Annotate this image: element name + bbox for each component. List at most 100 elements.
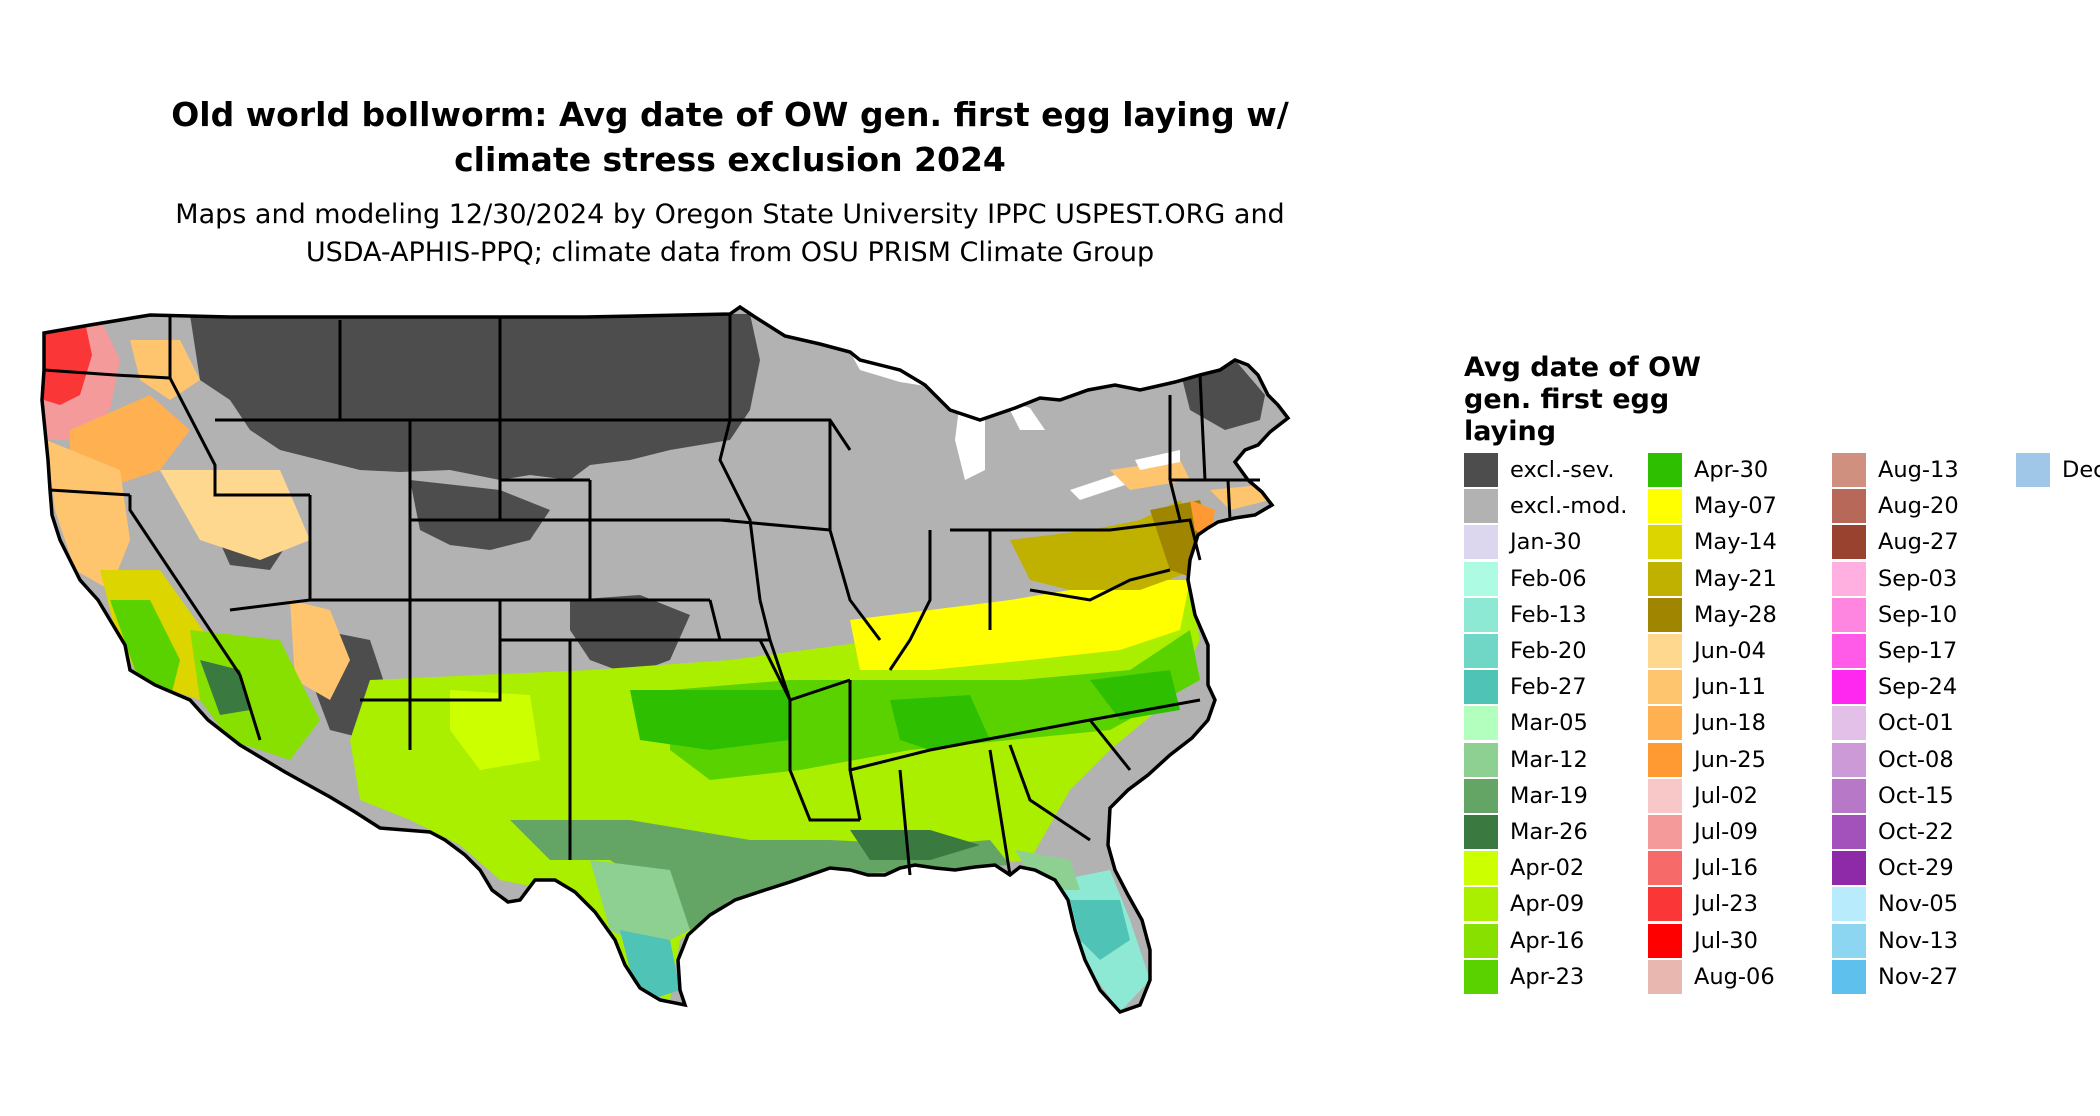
legend-swatch xyxy=(2016,453,2050,487)
map-subtitle: Maps and modeling 12/30/2024 by Oregon S… xyxy=(40,196,1420,272)
legend-swatch xyxy=(1832,815,1866,849)
legend-item: Feb-20 xyxy=(1464,633,1644,669)
legend-swatch xyxy=(1832,525,1866,560)
legend-item: Jun-04 xyxy=(1648,633,1828,669)
legend-item: May-21 xyxy=(1648,561,1828,597)
legend-label: Oct-01 xyxy=(1878,710,1954,737)
legend-label: Aug-13 xyxy=(1878,457,1959,483)
legend-swatch xyxy=(1648,561,1682,596)
legend-label: Mar-05 xyxy=(1510,710,1588,737)
legend-item: Oct-08 xyxy=(1832,742,2012,778)
legend-title: Avg date of OW gen. first egg laying xyxy=(1464,352,1764,448)
legend-swatch xyxy=(1648,525,1682,560)
legend-item: Apr-23 xyxy=(1464,959,1644,995)
legend-item: Jun-25 xyxy=(1648,742,1828,778)
legend-swatch xyxy=(1464,706,1498,741)
legend-item: Sep-17 xyxy=(1832,633,2012,669)
legend-item: Feb-27 xyxy=(1464,669,1644,705)
legend-swatch xyxy=(1648,778,1682,813)
legend-swatch xyxy=(1648,959,1682,994)
map-title: Old world bollworm: Avg date of OW gen. … xyxy=(40,92,1420,182)
legend-item: Mar-12 xyxy=(1464,742,1644,778)
us-map xyxy=(40,305,1290,1014)
legend-swatch xyxy=(1832,851,1866,886)
legend-title-line-2: gen. first egg xyxy=(1464,384,1670,415)
legend-item: Sep-10 xyxy=(1832,597,2012,633)
legend-swatch xyxy=(1648,887,1682,922)
legend-label: Jul-16 xyxy=(1694,855,1758,882)
legend-swatch xyxy=(1832,561,1866,596)
legend-item: Jun-18 xyxy=(1648,705,1828,741)
legend-item: May-28 xyxy=(1648,597,1828,633)
legend-item: excl.-mod. xyxy=(1464,488,1644,524)
legend-swatch xyxy=(1464,887,1498,922)
legend-item: Jul-30 xyxy=(1648,923,1828,959)
legend-item: Jul-09 xyxy=(1648,814,1828,850)
legend-label: Apr-16 xyxy=(1510,927,1585,954)
legend-label: Jan-30 xyxy=(1510,529,1582,556)
legend-item: Oct-01 xyxy=(1832,705,2012,741)
legend-swatch xyxy=(1832,706,1866,741)
legend-item: Nov-13 xyxy=(1832,923,2012,959)
legend-item: Dec-20 xyxy=(2016,452,2100,488)
legend-item: Oct-15 xyxy=(1832,778,2012,814)
legend-label: Aug-06 xyxy=(1694,963,1775,990)
legend-item: Apr-02 xyxy=(1464,850,1644,886)
legend-swatch xyxy=(1648,670,1682,705)
legend-label: Sep-24 xyxy=(1878,674,1958,701)
legend-swatch xyxy=(1648,815,1682,849)
legend-label: Feb-13 xyxy=(1510,601,1587,628)
legend-item: excl.-sev. xyxy=(1464,452,1644,488)
legend-item: Sep-24 xyxy=(1832,669,2012,705)
map-title-line-1: Old world bollworm: Avg date of OW gen. … xyxy=(171,95,1289,134)
legend-swatch xyxy=(1464,634,1498,668)
legend-swatch xyxy=(1464,778,1498,813)
legend-item: Oct-29 xyxy=(1832,850,2012,886)
legend-label: Jun-25 xyxy=(1694,746,1766,773)
legend-swatch xyxy=(1832,453,1866,487)
map-title-line-2: climate stress exclusion 2024 xyxy=(454,140,1006,179)
legend-swatch xyxy=(1648,489,1682,524)
legend-label: May-28 xyxy=(1694,601,1777,628)
legend-item: Jun-11 xyxy=(1648,669,1828,705)
legend-label: Sep-17 xyxy=(1878,638,1958,664)
legend-item: May-07 xyxy=(1648,488,1828,524)
legend-label: Oct-08 xyxy=(1878,746,1954,773)
legend-label: Apr-23 xyxy=(1510,963,1585,990)
legend-swatch xyxy=(1832,634,1866,668)
legend-label: Nov-27 xyxy=(1878,963,1959,990)
legend-label: Apr-02 xyxy=(1510,855,1585,882)
legend-label: Dec-20 xyxy=(2062,457,2100,483)
legend-swatch xyxy=(1464,561,1498,596)
legend-swatch xyxy=(1464,525,1498,560)
legend-item: Feb-06 xyxy=(1464,561,1644,597)
legend-label: Feb-06 xyxy=(1510,565,1587,592)
legend-title-line-1: Avg date of OW xyxy=(1464,352,1701,383)
legend-swatch xyxy=(1648,742,1682,777)
legend-item: May-14 xyxy=(1648,524,1828,560)
legend-swatch xyxy=(1832,959,1866,994)
legend-item: Oct-22 xyxy=(1832,814,2012,850)
legend-item: Aug-13 xyxy=(1832,452,2012,488)
legend-item: Nov-27 xyxy=(1832,959,2012,995)
legend-label: May-21 xyxy=(1694,565,1777,592)
legend-swatch xyxy=(1832,778,1866,813)
legend-item: Nov-05 xyxy=(1832,886,2012,922)
legend-item: Apr-09 xyxy=(1464,886,1644,922)
legend-label: Nov-13 xyxy=(1878,927,1959,954)
legend-label: Feb-20 xyxy=(1510,638,1587,664)
legend-label: Jun-11 xyxy=(1694,674,1766,701)
legend-label: Mar-12 xyxy=(1510,746,1588,773)
legend-swatch xyxy=(1832,742,1866,777)
legend-swatch xyxy=(1464,959,1498,994)
legend-swatch xyxy=(1464,815,1498,849)
legend-item: Apr-30 xyxy=(1648,452,1828,488)
legend-swatch xyxy=(1648,634,1682,668)
legend-label: Jul-02 xyxy=(1694,782,1758,809)
legend-swatch xyxy=(1648,851,1682,886)
legend-label: Apr-09 xyxy=(1510,891,1585,918)
legend-swatch xyxy=(1648,453,1682,487)
legend-swatch xyxy=(1832,923,1866,958)
legend-label: Feb-27 xyxy=(1510,674,1587,701)
legend-swatch xyxy=(1832,489,1866,524)
